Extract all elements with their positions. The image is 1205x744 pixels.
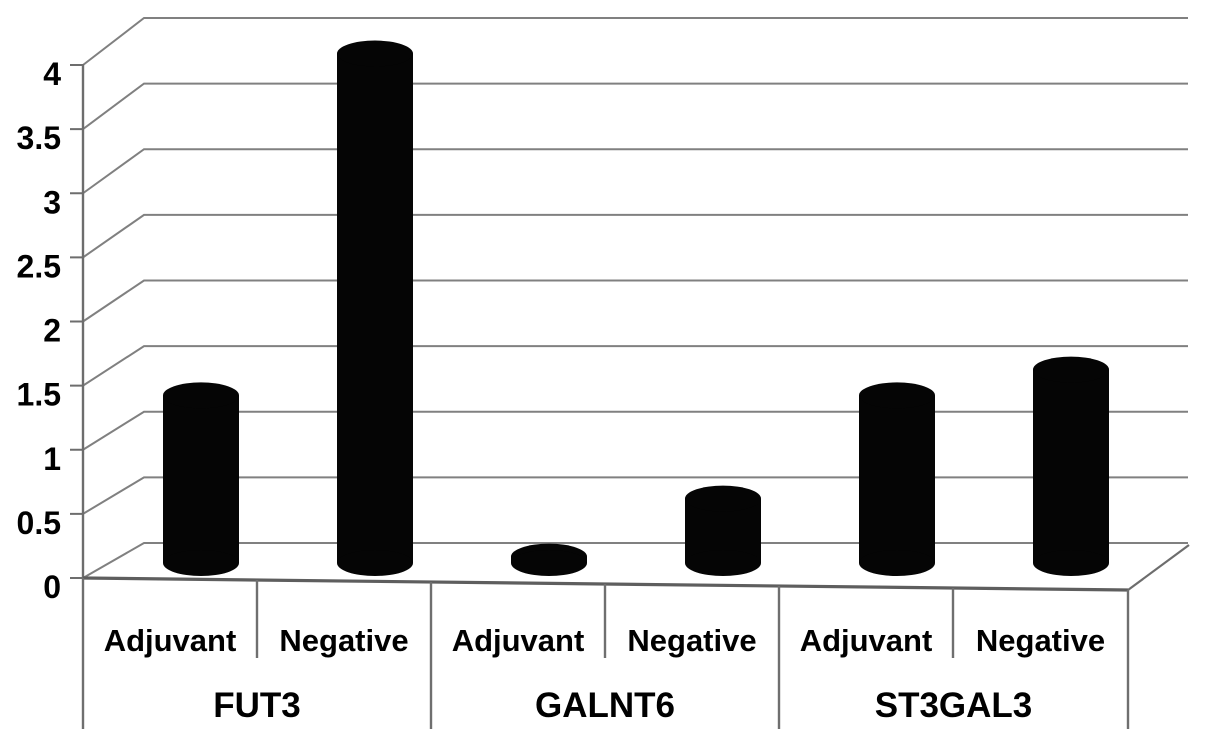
bar-fut3-negative	[337, 40, 413, 576]
bar-body	[337, 53, 413, 564]
group-label-fut3: FUT3	[213, 686, 301, 725]
bar-top-cap	[337, 40, 413, 67]
y-tick-label-0: 0	[43, 569, 61, 605]
gridline-3.5	[82, 82, 1188, 130]
y-tick-label-1: 1	[43, 441, 61, 477]
bar-top-cap	[859, 382, 935, 409]
y-tick-label-0.5: 0.5	[17, 505, 61, 541]
floor-right-edge	[1127, 544, 1190, 591]
x-label-st3gal3-adjuvant: Adjuvant	[800, 623, 933, 658]
y-tick-label-2.5: 2.5	[17, 248, 61, 284]
bar-top-cap	[1033, 356, 1109, 383]
bar-galnt6-negative	[685, 485, 761, 576]
bar-body	[163, 395, 239, 563]
group-label-galnt6: GALNT6	[535, 686, 675, 725]
group-label-st3gal3: ST3GAL3	[875, 686, 1033, 725]
bar-body	[859, 395, 935, 563]
x-label-st3gal3-negative: Negative	[976, 623, 1105, 658]
y-tick-label-3.5: 3.5	[17, 120, 61, 156]
gridline-2	[82, 279, 1188, 323]
bar-top-cap	[685, 485, 761, 512]
bar-bottom-cap	[163, 550, 239, 576]
bar-st3gal3-negative	[1033, 356, 1109, 576]
bar-bottom-cap	[685, 550, 761, 576]
x-label-galnt6-negative: Negative	[627, 623, 756, 658]
gridline-1.5	[82, 345, 1188, 387]
y-tick-label-3: 3	[43, 184, 61, 220]
bar-bottom-cap	[859, 550, 935, 576]
gridline-4	[82, 17, 1188, 66]
bar-bottom-cap	[337, 550, 413, 576]
gridline-0.5	[82, 476, 1188, 515]
bar-galnt6-adjuvant	[511, 543, 587, 576]
bar-top-cap	[163, 382, 239, 409]
y-tick-label-2: 2	[43, 313, 61, 349]
bar-bottom-cap	[511, 550, 587, 576]
x-label-fut3-negative: Negative	[279, 623, 408, 658]
gridline-0	[82, 542, 1188, 579]
x-label-fut3-adjuvant: Adjuvant	[104, 623, 237, 658]
gridline-3	[82, 148, 1188, 195]
bar-bottom-cap	[1033, 550, 1109, 576]
gridline-1	[82, 410, 1188, 451]
y-tick-label-4: 4	[43, 56, 61, 92]
bar-body	[1033, 369, 1109, 563]
bar-fut3-adjuvant	[163, 382, 239, 576]
y-tick-label-1.5: 1.5	[17, 377, 61, 413]
gridline-2.5	[82, 213, 1188, 259]
x-label-galnt6-adjuvant: Adjuvant	[452, 623, 585, 658]
bar-st3gal3-adjuvant	[859, 382, 935, 576]
